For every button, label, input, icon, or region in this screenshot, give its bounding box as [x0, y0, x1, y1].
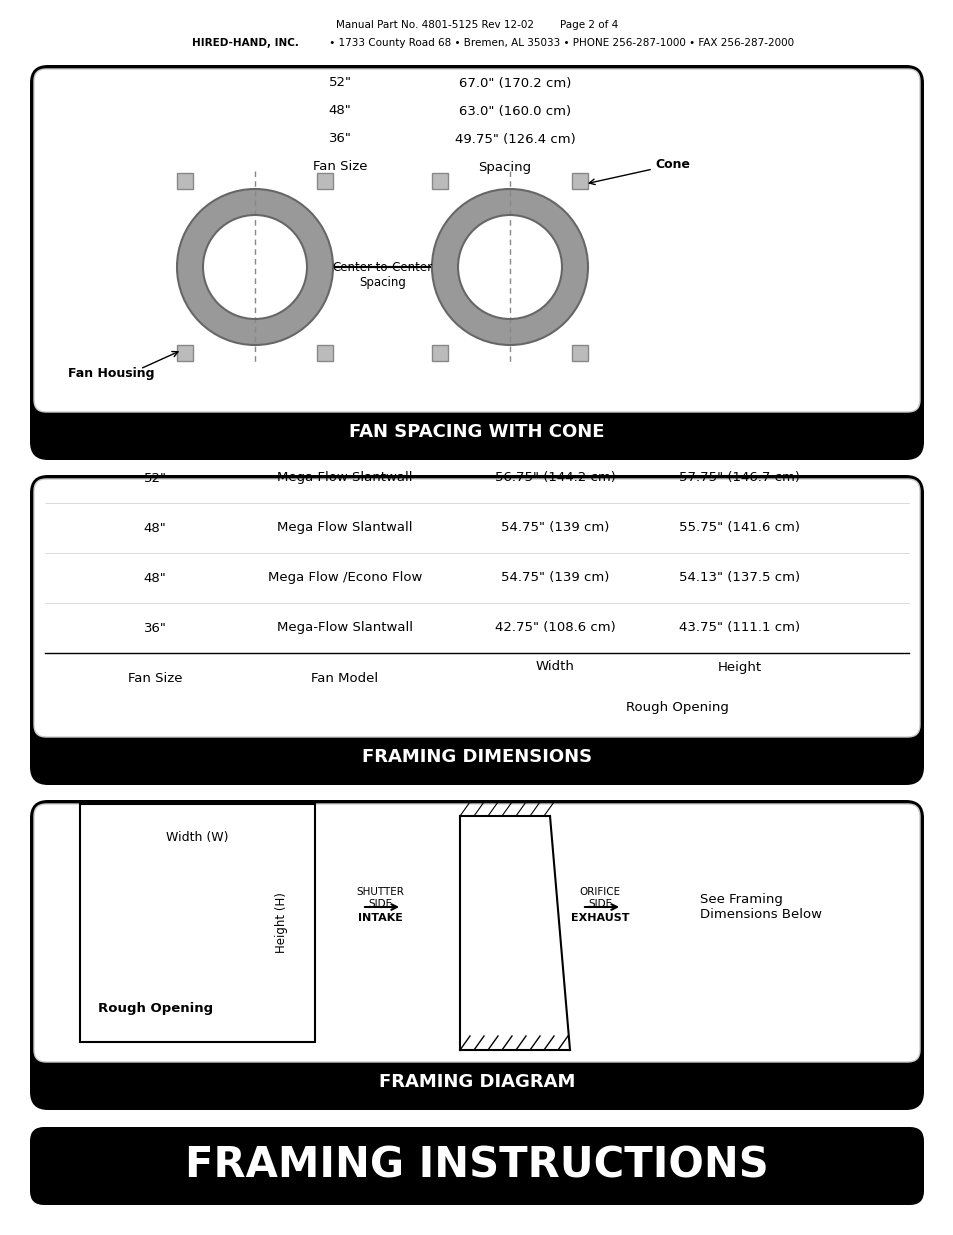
Text: Fan Size: Fan Size	[313, 161, 367, 173]
Text: Manual Part No. 4801-5125 Rev 12-02        Page 2 of 4: Manual Part No. 4801-5125 Rev 12-02 Page…	[335, 20, 618, 30]
FancyBboxPatch shape	[30, 65, 923, 459]
Text: Mega Flow Slantwall: Mega Flow Slantwall	[277, 521, 413, 535]
Text: Mega-Flow Slantwall: Mega-Flow Slantwall	[276, 621, 413, 635]
Text: FRAMING DIAGRAM: FRAMING DIAGRAM	[378, 1073, 575, 1091]
Text: FRAMING DIMENSIONS: FRAMING DIMENSIONS	[361, 748, 592, 766]
Text: Height: Height	[718, 661, 761, 673]
Text: 36": 36"	[328, 132, 351, 146]
Text: 54.75" (139 cm): 54.75" (139 cm)	[500, 572, 609, 584]
Bar	[432, 345, 448, 361]
Text: 42.75" (108.6 cm): 42.75" (108.6 cm)	[494, 621, 615, 635]
Text: Fan Model: Fan Model	[311, 673, 378, 685]
FancyBboxPatch shape	[30, 475, 923, 785]
Text: 54.75" (139 cm): 54.75" (139 cm)	[500, 521, 609, 535]
Bar	[316, 173, 333, 189]
Bar	[572, 173, 587, 189]
Text: Width: Width	[535, 661, 574, 673]
Text: Mega Flow Slantwall: Mega Flow Slantwall	[277, 472, 413, 484]
Text: Rough Opening: Rough Opening	[98, 1002, 213, 1015]
Text: Mega Flow /Econo Flow: Mega Flow /Econo Flow	[268, 572, 422, 584]
Text: • 1733 County Road 68 • Bremen, AL 35033 • PHONE 256-287-1000 • FAX 256-287-2000: • 1733 County Road 68 • Bremen, AL 35033…	[326, 38, 793, 48]
Text: 54.13" (137.5 cm): 54.13" (137.5 cm)	[679, 572, 800, 584]
Text: Center-to-Center
Spacing: Center-to-Center Spacing	[332, 261, 432, 289]
Text: Width (W): Width (W)	[166, 830, 229, 844]
Bar	[177, 173, 193, 189]
Text: FRAMING INSTRUCTIONS: FRAMING INSTRUCTIONS	[185, 1145, 768, 1187]
Text: 48": 48"	[328, 105, 351, 117]
Text: Rough Opening: Rough Opening	[625, 700, 728, 714]
Text: 48": 48"	[144, 521, 166, 535]
Text: See Framing
Dimensions Below: See Framing Dimensions Below	[700, 893, 821, 921]
Bar	[432, 173, 448, 189]
Text: ORIFICE
SIDE: ORIFICE SIDE	[578, 887, 619, 909]
FancyBboxPatch shape	[30, 800, 923, 1110]
Bar	[316, 345, 333, 361]
Text: 57.75" (146.7 cm): 57.75" (146.7 cm)	[679, 472, 800, 484]
Text: 36": 36"	[143, 621, 166, 635]
Text: 49.75" (126.4 cm): 49.75" (126.4 cm)	[455, 132, 575, 146]
Text: 63.0" (160.0 cm): 63.0" (160.0 cm)	[458, 105, 571, 117]
Circle shape	[190, 203, 319, 332]
Bar	[177, 345, 193, 361]
FancyBboxPatch shape	[34, 804, 919, 1062]
FancyBboxPatch shape	[34, 69, 919, 412]
Circle shape	[444, 203, 575, 332]
Text: EXHAUST: EXHAUST	[570, 913, 629, 923]
Text: 52": 52"	[328, 77, 351, 89]
Text: Spacing: Spacing	[478, 161, 531, 173]
Text: 43.75" (111.1 cm): 43.75" (111.1 cm)	[679, 621, 800, 635]
Text: INTAKE: INTAKE	[357, 913, 402, 923]
Text: 67.0" (170.2 cm): 67.0" (170.2 cm)	[458, 77, 571, 89]
Text: Fan Size: Fan Size	[128, 673, 182, 685]
Bar	[80, 804, 314, 1042]
FancyBboxPatch shape	[30, 1128, 923, 1205]
Text: Cone: Cone	[655, 158, 689, 170]
Text: 55.75" (141.6 cm): 55.75" (141.6 cm)	[679, 521, 800, 535]
Text: Height (H): Height (H)	[275, 893, 288, 953]
Text: HIRED-HAND, INC.: HIRED-HAND, INC.	[192, 38, 298, 48]
Text: Fan Housing: Fan Housing	[68, 368, 154, 380]
Bar	[572, 345, 587, 361]
FancyBboxPatch shape	[34, 479, 919, 737]
Text: 56.75" (144.2 cm): 56.75" (144.2 cm)	[494, 472, 615, 484]
Text: SHUTTER
SIDE: SHUTTER SIDE	[355, 887, 403, 909]
Text: 48": 48"	[144, 572, 166, 584]
Text: FAN SPACING WITH CONE: FAN SPACING WITH CONE	[349, 424, 604, 441]
Text: 52": 52"	[143, 472, 167, 484]
